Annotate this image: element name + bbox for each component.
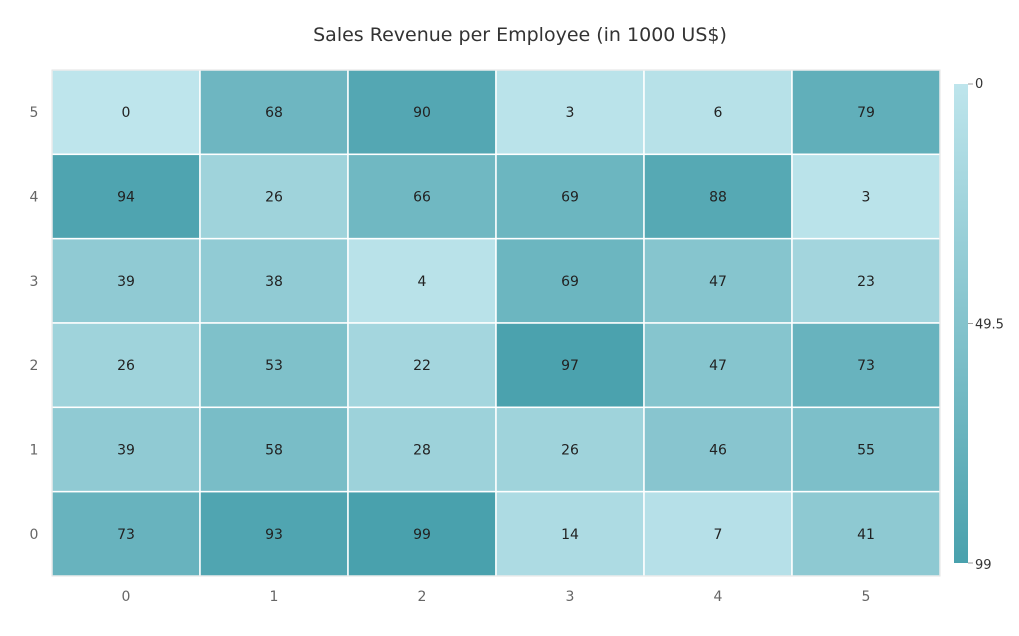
cell-value-label-x0-y5: 0 (122, 105, 131, 121)
color-legend: 0 49.5 99 (954, 77, 1004, 573)
heatmap-cell-x0-y0[interactable] (51, 490, 201, 577)
cell-value-label-x3-y5: 3 (566, 105, 575, 121)
cell-value-label-x0-y0: 73 (117, 527, 135, 543)
legend-label-0: 0 (975, 77, 983, 92)
heatmap-cell-x4-y1[interactable] (643, 406, 793, 493)
cell-value-label-x3-y4: 69 (561, 190, 579, 206)
cell-value-label-x2-y0: 99 (413, 527, 431, 543)
heatmap-cell-x3-y2[interactable] (495, 322, 645, 409)
cell-value-label-x2-y2: 22 (413, 358, 431, 374)
x-tick-label-3: 3 (566, 589, 575, 605)
cell-value-label-x4-y1: 46 (709, 443, 727, 459)
plot-border (51, 69, 941, 577)
heatmap-cell-x0-y1[interactable] (51, 406, 201, 493)
heatmap-cell-x1-y4[interactable] (199, 153, 349, 240)
cell-value-label-x5-y3: 23 (857, 274, 875, 290)
cell-value-label-x4-y3: 47 (709, 274, 727, 290)
y-tick-label-4: 4 (30, 190, 39, 206)
cell-value-label-x4-y0: 7 (714, 527, 723, 543)
chart-title: Sales Revenue per Employee (in 1000 US$) (313, 24, 727, 46)
cell-value-label-x5-y0: 41 (857, 527, 875, 543)
x-tick-label-5: 5 (862, 589, 871, 605)
x-tick-label-2: 2 (418, 589, 427, 605)
cell-value-label-x5-y4: 3 (862, 190, 871, 206)
cell-value-label-x1-y3: 38 (265, 274, 283, 290)
cell-value-label-x3-y0: 14 (561, 527, 579, 543)
cell-value-label-x2-y1: 28 (413, 443, 431, 459)
heatmap-cell-x0-y2[interactable] (51, 322, 201, 409)
legend-label-2: 99 (975, 558, 992, 573)
heatmap-cell-x4-y3[interactable] (643, 237, 793, 324)
legend-label-1: 49.5 (975, 318, 1004, 333)
heatmap-cell-x2-y1[interactable] (347, 406, 497, 493)
cell-value-label-x4-y4: 88 (709, 190, 727, 206)
cell-value-label-x4-y2: 47 (709, 358, 727, 374)
y-axis: 5 4 3 2 1 0 (30, 105, 39, 543)
heatmap-cell-x5-y0[interactable] (791, 490, 941, 577)
cell-value-label-x1-y0: 93 (265, 527, 283, 543)
cell-value-label-x0-y4: 94 (117, 190, 135, 206)
cell-value-label-x2-y4: 66 (413, 190, 431, 206)
heatmap-cell-x4-y2[interactable] (643, 322, 793, 409)
cell-value-label-x3-y1: 26 (561, 443, 579, 459)
cell-value-label-x1-y4: 26 (265, 190, 283, 206)
plot-area: 0 68 90 3 6 79 94 26 66 69 88 3 39 38 4 69 47 23 26 53 22 97 4… (51, 69, 941, 577)
x-tick-label-4: 4 (714, 589, 723, 605)
cell-value-label-x1-y1: 58 (265, 443, 283, 459)
heatmap-cell-x2-y2[interactable] (347, 322, 497, 409)
cell-value-label-x5-y1: 55 (857, 443, 875, 459)
cell-value-label-x2-y3: 4 (418, 274, 427, 290)
y-tick-label-5: 5 (30, 105, 39, 121)
cell-value-label-x3-y3: 69 (561, 274, 579, 290)
cell-value-label-x1-y5: 68 (265, 105, 283, 121)
x-axis: 0 1 2 3 4 5 (122, 589, 871, 605)
cell-value-label-x3-y2: 97 (561, 358, 579, 374)
y-tick-label-2: 2 (30, 358, 39, 374)
x-tick-label-0: 0 (122, 589, 131, 605)
heatmap-cell-x0-y5[interactable] (51, 69, 201, 156)
y-tick-label-0: 0 (30, 527, 39, 543)
heatmap-cell-x3-y1[interactable] (495, 406, 645, 493)
heatmap-cell-x5-y4[interactable] (791, 153, 941, 240)
cell-value-label-x5-y5: 79 (857, 105, 875, 121)
heatmap-cell-x3-y5[interactable] (495, 69, 645, 156)
cell-value-label-x0-y1: 39 (117, 443, 135, 459)
cell-value-label-x0-y2: 26 (117, 358, 135, 374)
heatmap-cell-x3-y3[interactable] (495, 237, 645, 324)
y-tick-label-3: 3 (30, 274, 39, 290)
heatmap-cell-x3-y4[interactable] (495, 153, 645, 240)
heatmap-cell-x1-y3[interactable] (199, 237, 349, 324)
y-tick-label-1: 1 (30, 443, 39, 459)
x-tick-label-1: 1 (270, 589, 279, 605)
legend-gradient-bar (954, 84, 968, 563)
cell-value-label-x2-y5: 90 (413, 105, 431, 121)
heatmap-cell-x4-y0[interactable] (643, 490, 793, 577)
heatmap-cell-x5-y3[interactable] (791, 237, 941, 324)
heatmap-cell-x1-y5[interactable] (199, 69, 349, 156)
cell-value-label-x0-y3: 39 (117, 274, 135, 290)
cell-value-label-x1-y2: 53 (265, 358, 283, 374)
heatmap-cell-x1-y2[interactable] (199, 322, 349, 409)
heatmap-cell-x5-y5[interactable] (791, 69, 941, 156)
cell-value-label-x5-y2: 73 (857, 358, 875, 374)
cell-value-label-x4-y5: 6 (714, 105, 723, 121)
